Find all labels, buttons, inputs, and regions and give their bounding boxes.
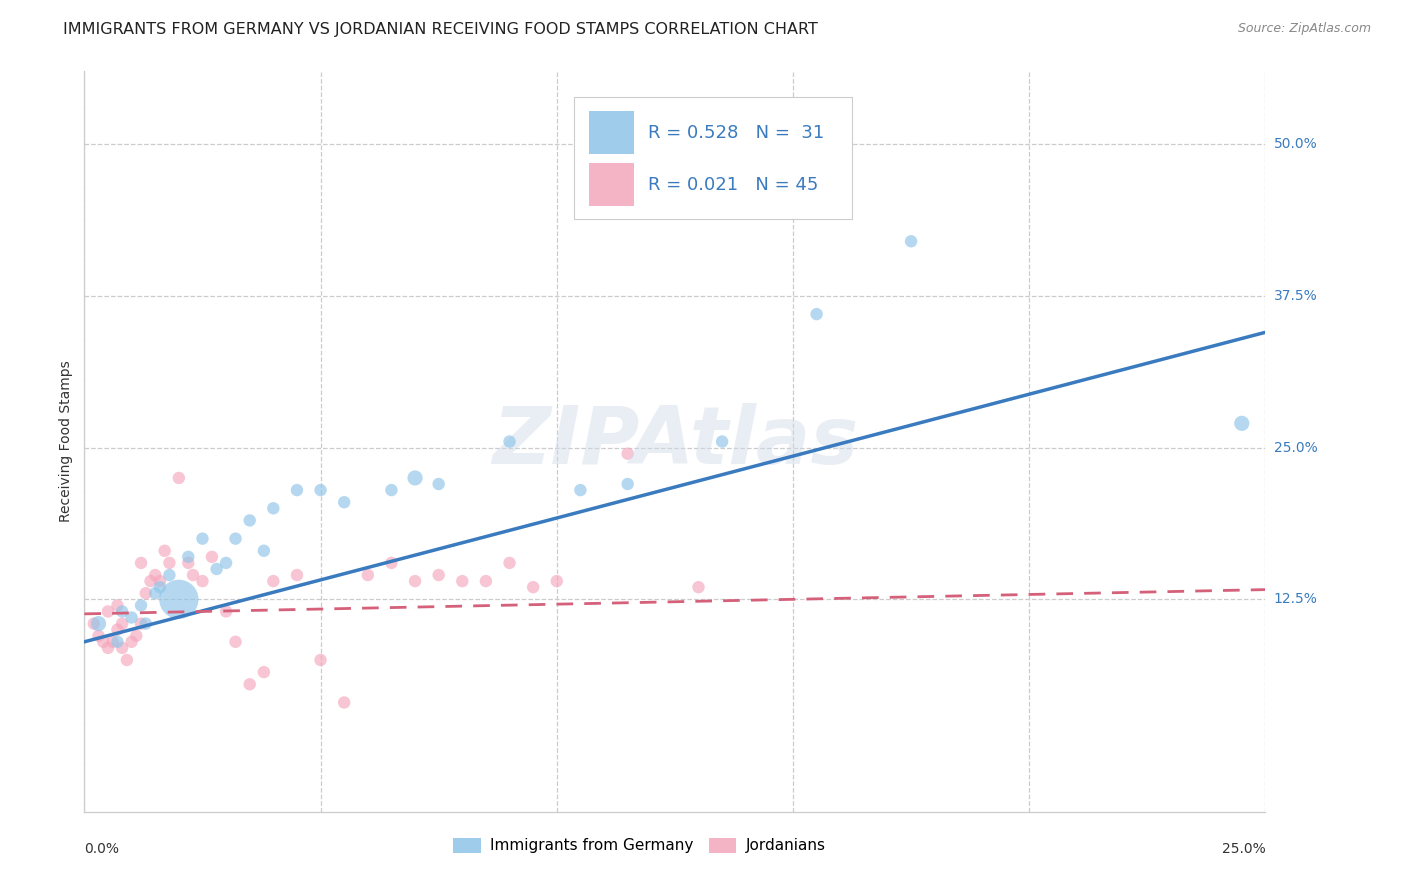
Point bbox=[205, 562, 228, 576]
Point bbox=[139, 574, 162, 588]
Point bbox=[253, 665, 276, 680]
Point bbox=[157, 556, 180, 570]
Point bbox=[262, 501, 284, 516]
Point bbox=[149, 574, 172, 588]
Point bbox=[87, 616, 110, 631]
Text: 50.0%: 50.0% bbox=[1274, 137, 1317, 151]
Point bbox=[97, 604, 120, 618]
Point bbox=[177, 556, 200, 570]
Point bbox=[616, 477, 638, 491]
Point bbox=[111, 640, 134, 655]
FancyBboxPatch shape bbox=[575, 97, 852, 219]
Point bbox=[1230, 417, 1253, 431]
Point bbox=[167, 592, 190, 607]
Point bbox=[135, 616, 157, 631]
Point bbox=[427, 477, 450, 491]
Point bbox=[167, 471, 190, 485]
Point bbox=[87, 629, 110, 643]
Point bbox=[285, 568, 308, 582]
Point bbox=[262, 574, 284, 588]
Point bbox=[191, 532, 214, 546]
Point bbox=[121, 635, 143, 649]
Point bbox=[451, 574, 474, 588]
Point bbox=[149, 580, 172, 594]
Text: ZIPAtlas: ZIPAtlas bbox=[492, 402, 858, 481]
Point bbox=[404, 471, 426, 485]
Point bbox=[546, 574, 568, 588]
FancyBboxPatch shape bbox=[589, 112, 634, 154]
Point bbox=[115, 653, 138, 667]
Point bbox=[107, 635, 129, 649]
Text: 12.5%: 12.5% bbox=[1274, 592, 1317, 607]
Point bbox=[101, 635, 124, 649]
Text: R = 0.528   N =  31: R = 0.528 N = 31 bbox=[648, 124, 824, 142]
Point bbox=[91, 635, 114, 649]
Point bbox=[201, 549, 224, 564]
Point bbox=[121, 610, 143, 624]
Text: 25.0%: 25.0% bbox=[1222, 842, 1265, 856]
Point bbox=[498, 556, 520, 570]
Legend: Immigrants from Germany, Jordanians: Immigrants from Germany, Jordanians bbox=[447, 832, 831, 860]
Text: R = 0.021   N = 45: R = 0.021 N = 45 bbox=[648, 176, 818, 194]
Point bbox=[129, 599, 152, 613]
Point bbox=[181, 568, 204, 582]
Point bbox=[333, 495, 356, 509]
Point bbox=[239, 513, 262, 527]
FancyBboxPatch shape bbox=[589, 163, 634, 206]
Point bbox=[711, 434, 734, 449]
Point bbox=[475, 574, 498, 588]
Point bbox=[285, 483, 308, 497]
Point bbox=[177, 549, 200, 564]
Point bbox=[309, 483, 332, 497]
Point bbox=[135, 586, 157, 600]
Point bbox=[498, 434, 520, 449]
Point bbox=[309, 653, 332, 667]
Point bbox=[522, 580, 544, 594]
Point bbox=[111, 604, 134, 618]
Text: Source: ZipAtlas.com: Source: ZipAtlas.com bbox=[1237, 22, 1371, 36]
Point bbox=[143, 586, 166, 600]
Point bbox=[215, 604, 238, 618]
Point bbox=[111, 616, 134, 631]
Text: IMMIGRANTS FROM GERMANY VS JORDANIAN RECEIVING FOOD STAMPS CORRELATION CHART: IMMIGRANTS FROM GERMANY VS JORDANIAN REC… bbox=[63, 22, 818, 37]
Point bbox=[900, 234, 922, 248]
Point bbox=[253, 543, 276, 558]
Point bbox=[380, 556, 402, 570]
Text: 25.0%: 25.0% bbox=[1274, 441, 1317, 455]
Point bbox=[129, 556, 152, 570]
Point bbox=[225, 532, 247, 546]
Point bbox=[225, 635, 247, 649]
Point bbox=[157, 568, 180, 582]
Point bbox=[333, 696, 356, 710]
Point bbox=[129, 616, 152, 631]
Point bbox=[427, 568, 450, 582]
Point bbox=[125, 629, 148, 643]
Y-axis label: Receiving Food Stamps: Receiving Food Stamps bbox=[59, 360, 73, 523]
Point bbox=[83, 616, 105, 631]
Point bbox=[97, 640, 120, 655]
Point bbox=[688, 580, 710, 594]
Point bbox=[191, 574, 214, 588]
Point bbox=[380, 483, 402, 497]
Point bbox=[404, 574, 426, 588]
Point bbox=[107, 599, 129, 613]
Point bbox=[239, 677, 262, 691]
Text: 37.5%: 37.5% bbox=[1274, 289, 1317, 303]
Point bbox=[616, 447, 638, 461]
Text: 0.0%: 0.0% bbox=[84, 842, 120, 856]
Point bbox=[569, 483, 592, 497]
Point bbox=[143, 568, 166, 582]
Point bbox=[806, 307, 828, 321]
Point bbox=[357, 568, 380, 582]
Point bbox=[107, 623, 129, 637]
Point bbox=[215, 556, 238, 570]
Point bbox=[153, 543, 176, 558]
